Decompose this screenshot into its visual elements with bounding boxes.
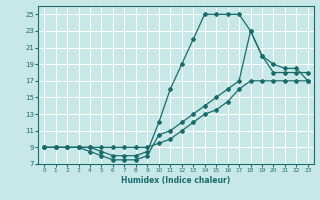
X-axis label: Humidex (Indice chaleur): Humidex (Indice chaleur) xyxy=(121,176,231,185)
